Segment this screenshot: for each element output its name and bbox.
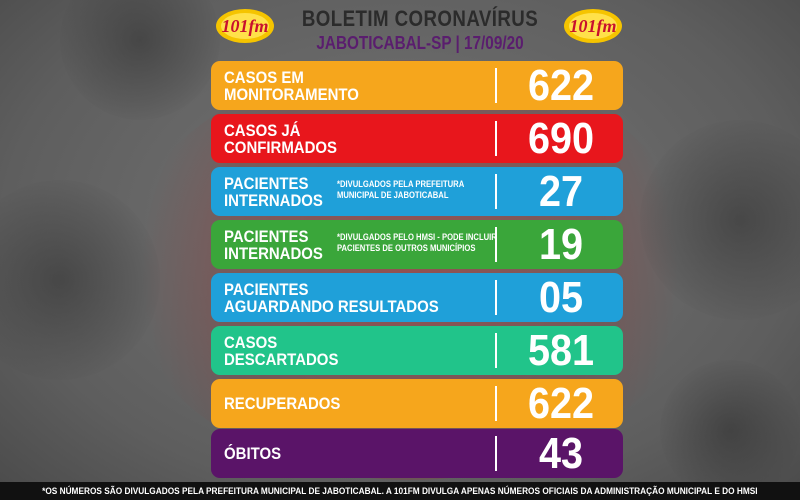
- stat-label: RECUPERADOS: [224, 394, 341, 413]
- stat-label: ÓBITOS: [224, 444, 282, 463]
- background-virus-grey-left: [0, 180, 160, 380]
- stat-label: CASOS EM MONITORAMENTO: [224, 67, 359, 104]
- radio-logo-icon: 101fm: [216, 9, 274, 43]
- svg-text:101fm: 101fm: [222, 16, 269, 36]
- divider: [495, 333, 497, 368]
- footer-disclaimer: *OS NÚMEROS SÃO DIVULGADOS PELA PREFEITU…: [0, 482, 800, 500]
- stat-value: 43: [538, 429, 584, 478]
- stat-row-monitoring: CASOS EM MONITORAMENTO 622: [211, 61, 623, 110]
- radio-logo-left: 101fm: [214, 6, 276, 46]
- stat-value: 622: [527, 379, 595, 428]
- background-virus-grey-right: [640, 120, 800, 320]
- stat-label: PACIENTES INTERNADOS: [224, 173, 323, 210]
- stat-label: PACIENTES INTERNADOS: [224, 226, 323, 263]
- divider: [495, 280, 497, 315]
- divider: [495, 68, 497, 103]
- stat-value: 581: [527, 326, 595, 375]
- divider: [495, 121, 497, 156]
- stat-row-deaths: ÓBITOS 43: [211, 429, 623, 478]
- divider: [495, 436, 497, 471]
- stat-row-awaiting-results: PACIENTES AGUARDANDO RESULTADOS 05: [211, 273, 623, 322]
- stat-value: 690: [527, 114, 595, 163]
- stat-row-recovered: RECUPERADOS 622: [211, 379, 623, 428]
- divider: [495, 227, 497, 262]
- stat-label: CASOS JÁ CONFIRMADOS: [224, 120, 338, 157]
- stat-label: CASOS DESCARTADOS: [224, 332, 339, 369]
- stat-value: 05: [538, 273, 584, 322]
- stat-row-discarded: CASOS DESCARTADOS 581: [211, 326, 623, 375]
- stat-row-hospitalized-hmsi: PACIENTES INTERNADOS *DIVULGADOS PELO HMS…: [211, 220, 623, 269]
- radio-logo-icon: 101fm: [564, 9, 622, 43]
- divider: [495, 386, 497, 421]
- footer-text: *OS NÚMEROS SÃO DIVULGADOS PELA PREFEITU…: [42, 486, 758, 496]
- stat-value: 27: [538, 167, 584, 216]
- stat-label: PACIENTES AGUARDANDO RESULTADOS: [224, 279, 439, 316]
- radio-logo-right: 101fm: [562, 6, 624, 46]
- stat-value: 622: [527, 61, 595, 110]
- stat-note: *DIVULGADOS PELO HMSI - PODE INCLUIR PAC…: [337, 232, 497, 253]
- background-virus-grey-bottom: [660, 360, 800, 500]
- divider: [495, 174, 497, 209]
- stat-row-hospitalized-prefeitura: PACIENTES INTERNADOS *DIVULGADOS PELA PRE…: [211, 167, 623, 216]
- stat-row-confirmed: CASOS JÁ CONFIRMADOS 690: [211, 114, 623, 163]
- page-title: BOLETIM CORONAVÍRUS: [301, 6, 539, 31]
- stat-value: 19: [538, 220, 584, 269]
- svg-text:101fm: 101fm: [570, 16, 617, 36]
- page-subtitle: JABOTICABAL-SP | 17/09/20: [316, 33, 524, 53]
- header: 101fm BOLETIM CORONAVÍRUS JABOTICABAL-SP…: [0, 0, 800, 60]
- stat-note: *DIVULGADOS PELA PREFEITURA MUNICIPAL DE…: [337, 179, 464, 200]
